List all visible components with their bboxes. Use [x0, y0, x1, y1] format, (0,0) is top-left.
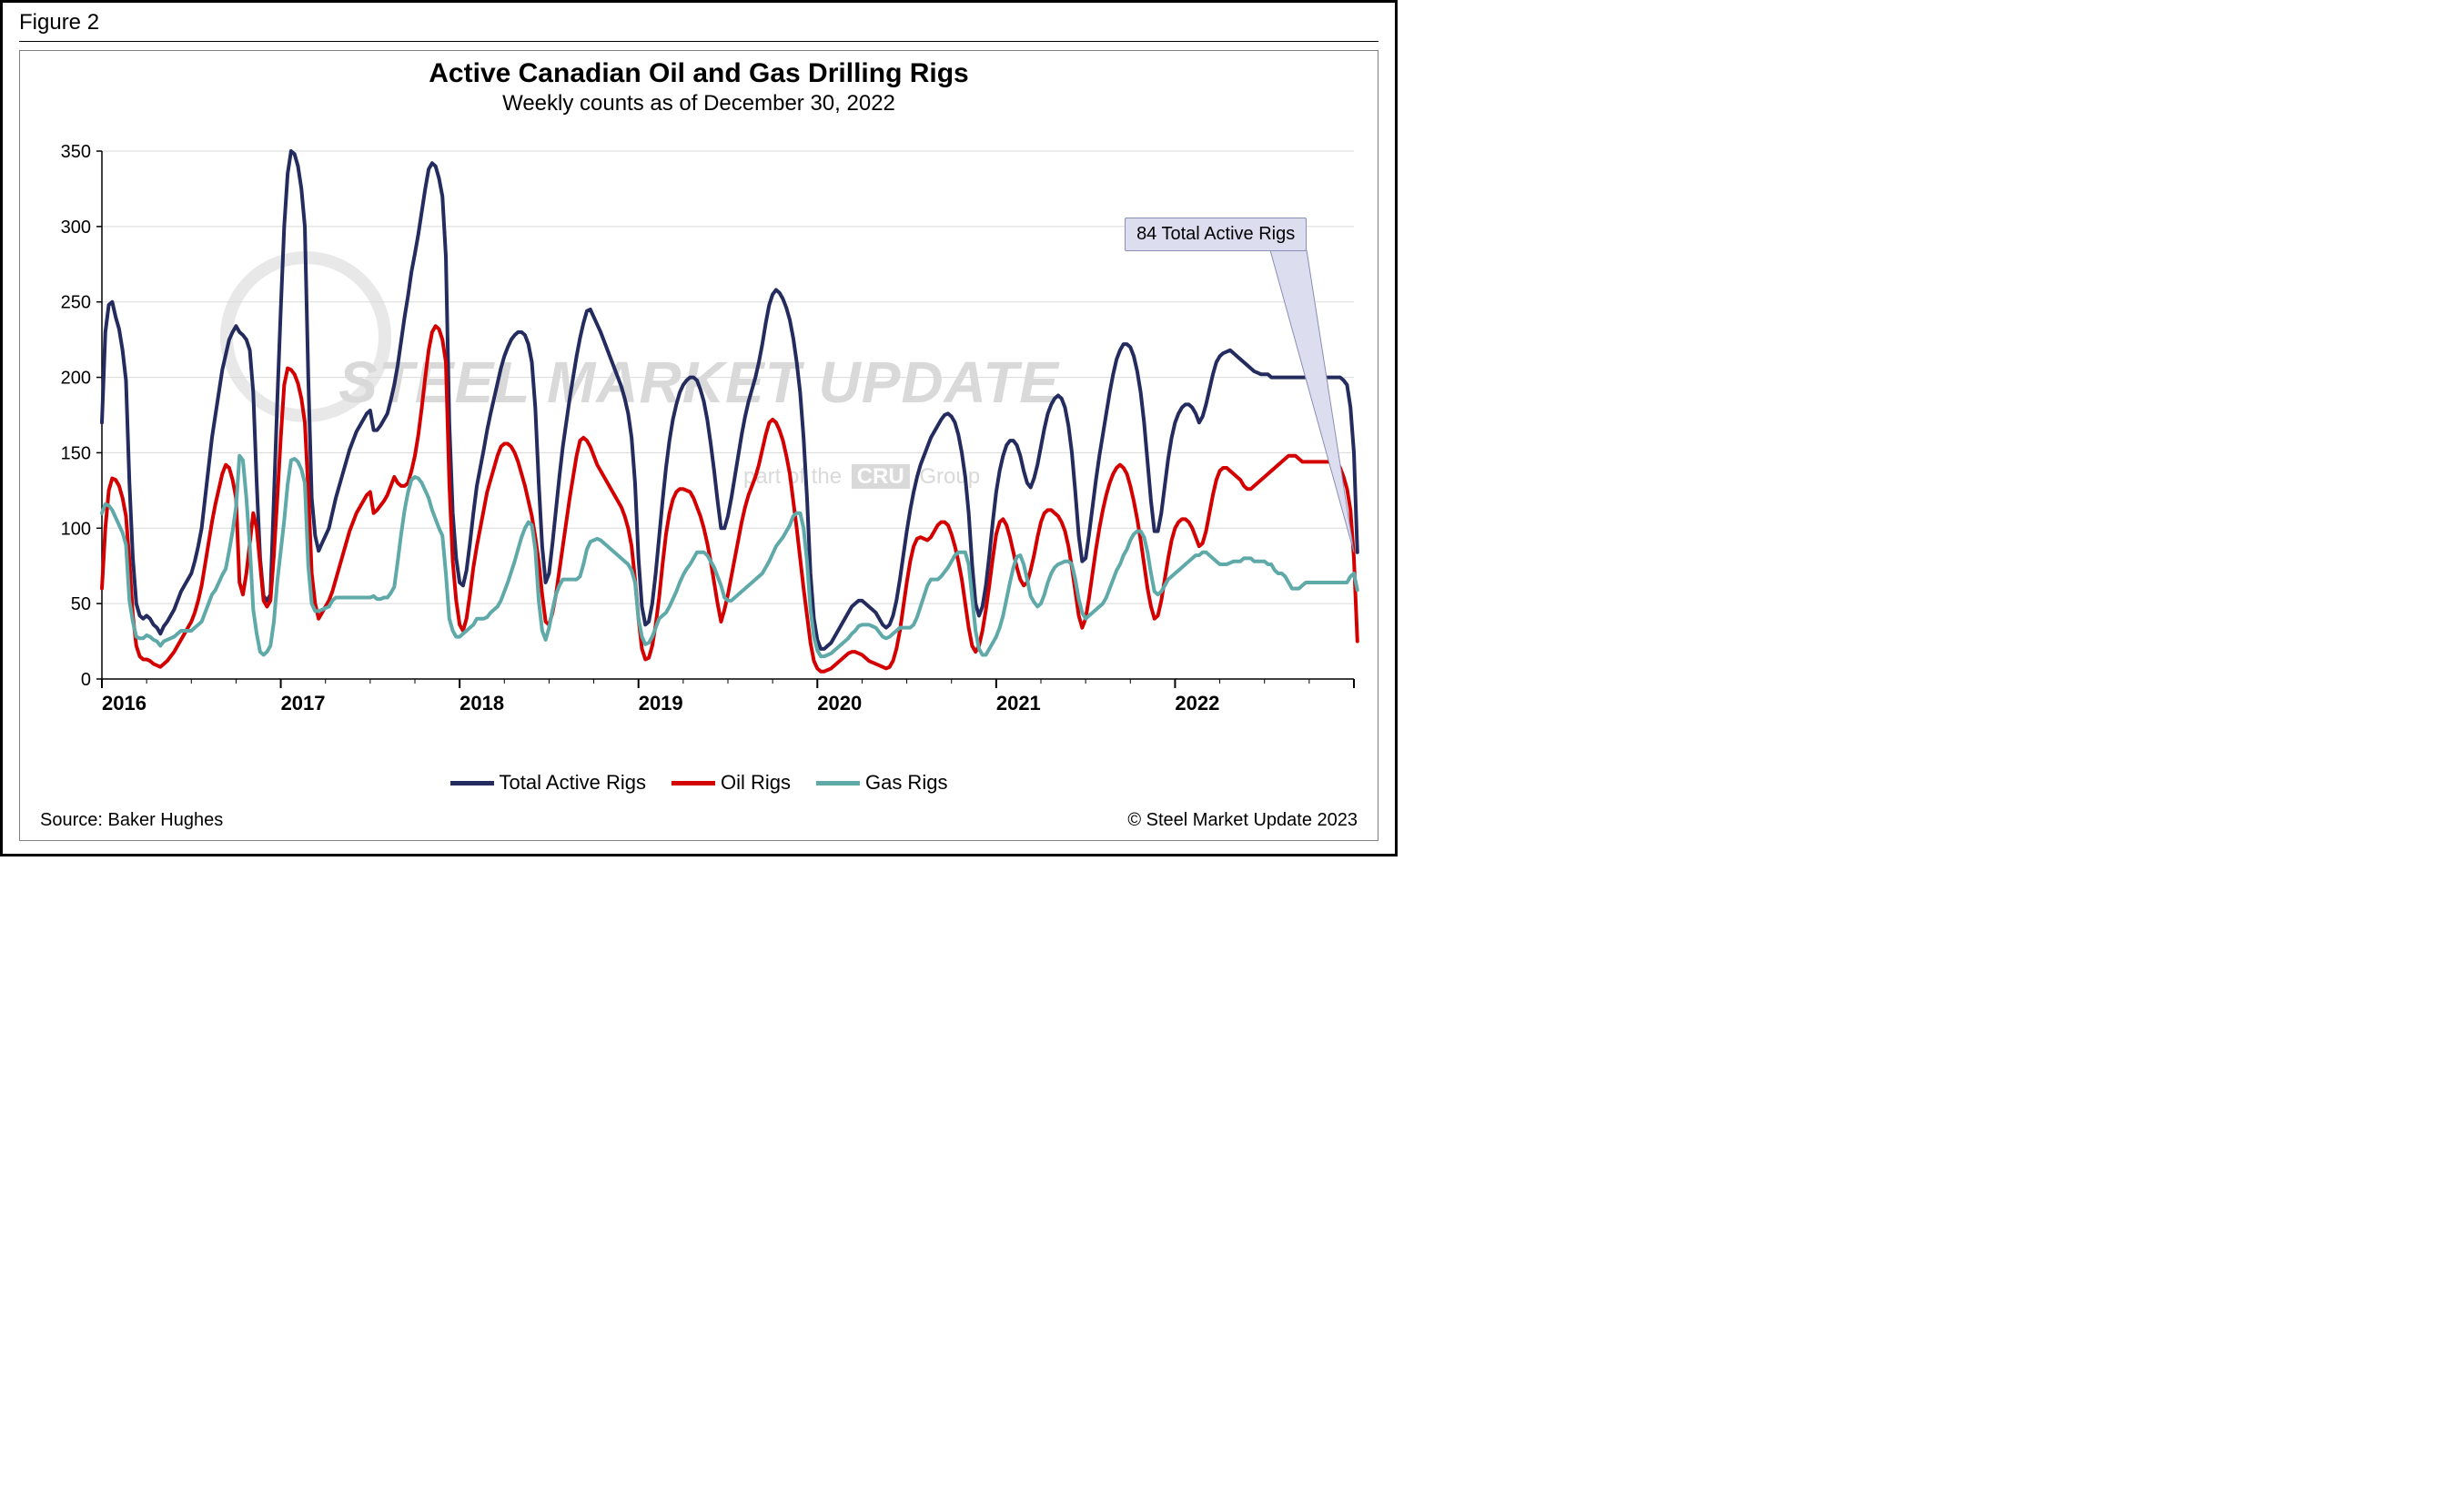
svg-text:2020: 2020 — [817, 692, 862, 714]
figure-label: Figure 2 — [19, 10, 99, 35]
svg-text:100: 100 — [61, 519, 91, 539]
svg-text:300: 300 — [61, 218, 91, 238]
svg-text:150: 150 — [61, 443, 91, 463]
svg-text:2017: 2017 — [281, 692, 326, 714]
legend-label: Gas Rigs — [865, 771, 947, 795]
svg-text:50: 50 — [71, 594, 91, 614]
svg-text:0: 0 — [81, 670, 91, 690]
callout-text: 84 Total Active Rigs — [1136, 224, 1295, 244]
legend-swatch — [816, 781, 860, 785]
chart-svg: 0 50 100 150 200 250 300 350 2016 2017 2018 2019 202… — [20, 51, 1378, 840]
chart-panel: STEEL MARKET UPDATE part of the CRU Grou… — [19, 50, 1378, 841]
callout-box: 84 Total Active Rigs — [1125, 218, 1307, 251]
source-left: Source: Baker Hughes — [40, 810, 223, 831]
legend-label: Oil Rigs — [721, 771, 791, 795]
svg-text:2019: 2019 — [639, 692, 683, 714]
legend-swatch — [450, 781, 494, 785]
svg-text:2016: 2016 — [102, 692, 146, 714]
svg-text:2022: 2022 — [1175, 692, 1219, 714]
legend-item: Gas Rigs — [816, 771, 947, 795]
legend-swatch — [672, 781, 715, 785]
figure-container: Figure 2 STEEL MARKET UPDATE part of the… — [0, 0, 1398, 856]
svg-text:350: 350 — [61, 142, 91, 162]
legend-label: Total Active Rigs — [500, 771, 646, 795]
svg-text:2018: 2018 — [459, 692, 504, 714]
svg-text:2021: 2021 — [996, 692, 1041, 714]
legend: Total Active Rigs Oil Rigs Gas Rigs — [20, 771, 1378, 795]
figure-rule — [19, 41, 1378, 42]
source-right: © Steel Market Update 2023 — [1127, 810, 1358, 831]
svg-text:200: 200 — [61, 369, 91, 389]
svg-text:250: 250 — [61, 293, 91, 313]
legend-item: Total Active Rigs — [450, 771, 646, 795]
legend-item: Oil Rigs — [672, 771, 791, 795]
